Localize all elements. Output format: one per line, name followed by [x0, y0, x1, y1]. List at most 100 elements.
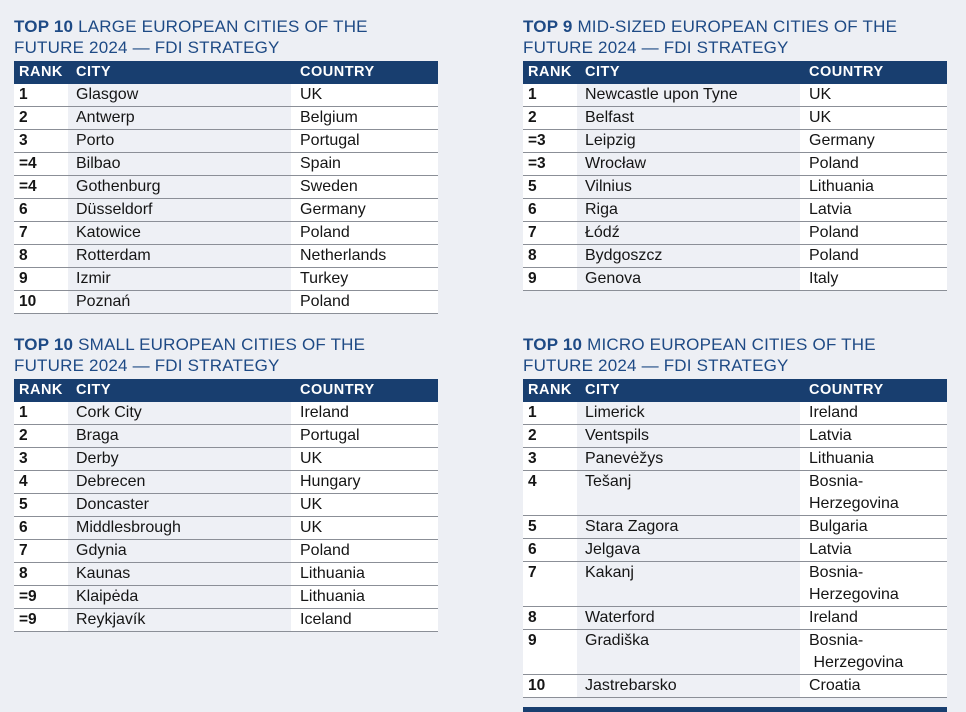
column-header-city: CITY [585, 64, 621, 80]
city-cell: Panevėžys [577, 448, 800, 470]
city-cell: Middlesbrough [68, 517, 291, 539]
city-cell: Stara Zagora [577, 516, 800, 538]
country-cell: Lithuania [809, 178, 874, 195]
table-row: =9 Reykjavík Iceland [14, 609, 438, 632]
country-cell: UK [300, 496, 323, 513]
column-header-country: COUNTRY [809, 64, 884, 80]
rank-cell: 6 [19, 519, 28, 536]
table-row: 6 Riga Latvia [523, 199, 947, 222]
city-cell: Ventspils [577, 425, 800, 447]
country-cell: Iceland [300, 611, 352, 628]
city-cell: Porto [68, 130, 291, 152]
rank-cell: 2 [528, 109, 537, 126]
rank-cell: 10 [528, 677, 546, 694]
rank-cell: 2 [19, 427, 28, 444]
rank-cell: 1 [19, 404, 28, 421]
table-title-rest: LARGE EUROPEAN CITIES OF THE FUTURE 2024… [14, 17, 368, 57]
column-header-rank: RANK [19, 64, 63, 80]
rank-cell: 9 [19, 270, 28, 287]
table-title-rest: MID-SIZED EUROPEAN CITIES OF THE FUTURE … [523, 17, 898, 57]
rank-cell: 4 [528, 473, 537, 490]
rank-cell: 1 [19, 86, 28, 103]
rank-cell: 3 [19, 450, 28, 467]
table-title-bold: TOP 10 [14, 335, 74, 354]
country-cell: Bosnia- Herzegovina [809, 632, 904, 671]
table-row: 8 Rotterdam Netherlands [14, 245, 438, 268]
table-row: 7 Kakanj Bosnia- Herzegovina [523, 562, 947, 607]
column-header-city: CITY [76, 382, 112, 398]
table-row: 1 Newcastle upon Tyne UK [523, 84, 947, 107]
country-cell: Hungary [300, 473, 361, 490]
table-header-row: RANK CITY COUNTRY [14, 379, 438, 402]
table-row: 8 Bydgoszcz Poland [523, 245, 947, 268]
table-header-row: RANK CITY COUNTRY [523, 379, 947, 402]
table-row: 9 Izmir Turkey [14, 268, 438, 291]
city-cell: Jelgava [577, 539, 800, 561]
city-cell: Debrecen [68, 471, 291, 493]
country-cell: Bulgaria [809, 518, 868, 535]
table-row: 8 Waterford Ireland [523, 607, 947, 630]
table-row: 3 Porto Portugal [14, 130, 438, 153]
country-cell: UK [300, 519, 323, 536]
city-cell: Waterford [577, 607, 800, 629]
table-body: 1 Limerick Ireland 2 Ventspils Latvia 3 … [523, 402, 947, 698]
rank-cell: 10 [19, 293, 37, 310]
rank-cell: 8 [19, 247, 28, 264]
rank-cell: 4 [19, 473, 28, 490]
city-cell: Gradiška [577, 630, 800, 674]
table-title-bold: TOP 10 [14, 17, 74, 36]
rank-cell: 6 [19, 201, 28, 218]
table-row: 5 Stara Zagora Bulgaria [523, 516, 947, 539]
ranking-table-micro-cities: TOP 10 MICRO EUROPEAN CITIES OF THE FUTU… [523, 334, 947, 698]
table-body: 1 Newcastle upon Tyne UK 2 Belfast UK =3… [523, 84, 947, 291]
table-row: 7 Gdynia Poland [14, 540, 438, 563]
table-row: 9 Gradiška Bosnia- Herzegovina [523, 630, 947, 675]
city-cell: Braga [68, 425, 291, 447]
table-title-rest: MICRO EUROPEAN CITIES OF THE FUTURE 2024… [523, 335, 876, 375]
rank-cell: 3 [528, 450, 537, 467]
table-row: 2 Belfast UK [523, 107, 947, 130]
column-header-country: COUNTRY [300, 64, 375, 80]
table-row: 10 Poznań Poland [14, 291, 438, 314]
city-cell: Vilnius [577, 176, 800, 198]
rank-cell: 8 [19, 565, 28, 582]
table-row: 1 Glasgow UK [14, 84, 438, 107]
table-title: TOP 10 SMALL EUROPEAN CITIES OF THE FUTU… [14, 334, 438, 376]
country-cell: Ireland [809, 404, 858, 421]
table-title: TOP 9 MID-SIZED EUROPEAN CITIES OF THE F… [523, 16, 947, 58]
city-cell: Riga [577, 199, 800, 221]
table-row: 4 Tešanj Bosnia- Herzegovina [523, 471, 947, 516]
country-cell: Poland [300, 224, 350, 241]
city-cell: Reykjavík [68, 609, 291, 631]
city-cell: Kakanj [577, 562, 800, 606]
rank-cell: 8 [528, 247, 537, 264]
rank-cell: =3 [528, 132, 546, 149]
table-row: 6 Middlesbrough UK [14, 517, 438, 540]
ranking-table-small-cities: TOP 10 SMALL EUROPEAN CITIES OF THE FUTU… [14, 334, 438, 632]
rank-cell: 1 [528, 86, 537, 103]
rank-cell: 1 [528, 404, 537, 421]
country-cell: Poland [809, 224, 859, 241]
city-cell: Gothenburg [68, 176, 291, 198]
country-cell: Italy [809, 270, 839, 287]
rank-cell: 5 [19, 496, 28, 513]
column-header-rank: RANK [19, 382, 63, 398]
table-row: =9 Klaipėda Lithuania [14, 586, 438, 609]
country-cell: Spain [300, 155, 341, 172]
country-cell: Germany [300, 201, 366, 218]
country-cell: Ireland [300, 404, 349, 421]
table-body: 1 Glasgow UK 2 Antwerp Belgium 3 Porto P… [14, 84, 438, 314]
table-title-bold: TOP 9 [523, 17, 573, 36]
city-cell: Gdynia [68, 540, 291, 562]
city-cell: Düsseldorf [68, 199, 291, 221]
city-cell: Doncaster [68, 494, 291, 516]
column-header-city: CITY [76, 64, 112, 80]
country-cell: Poland [300, 293, 350, 310]
table-title: TOP 10 LARGE EUROPEAN CITIES OF THE FUTU… [14, 16, 438, 58]
ranking-table-mid-sized-cities: TOP 9 MID-SIZED EUROPEAN CITIES OF THE F… [523, 16, 947, 291]
country-cell: Lithuania [300, 588, 365, 605]
country-cell: UK [809, 86, 832, 103]
table-row: 1 Limerick Ireland [523, 402, 947, 425]
city-cell: Belfast [577, 107, 800, 129]
country-cell: Bosnia- Herzegovina [809, 564, 899, 603]
